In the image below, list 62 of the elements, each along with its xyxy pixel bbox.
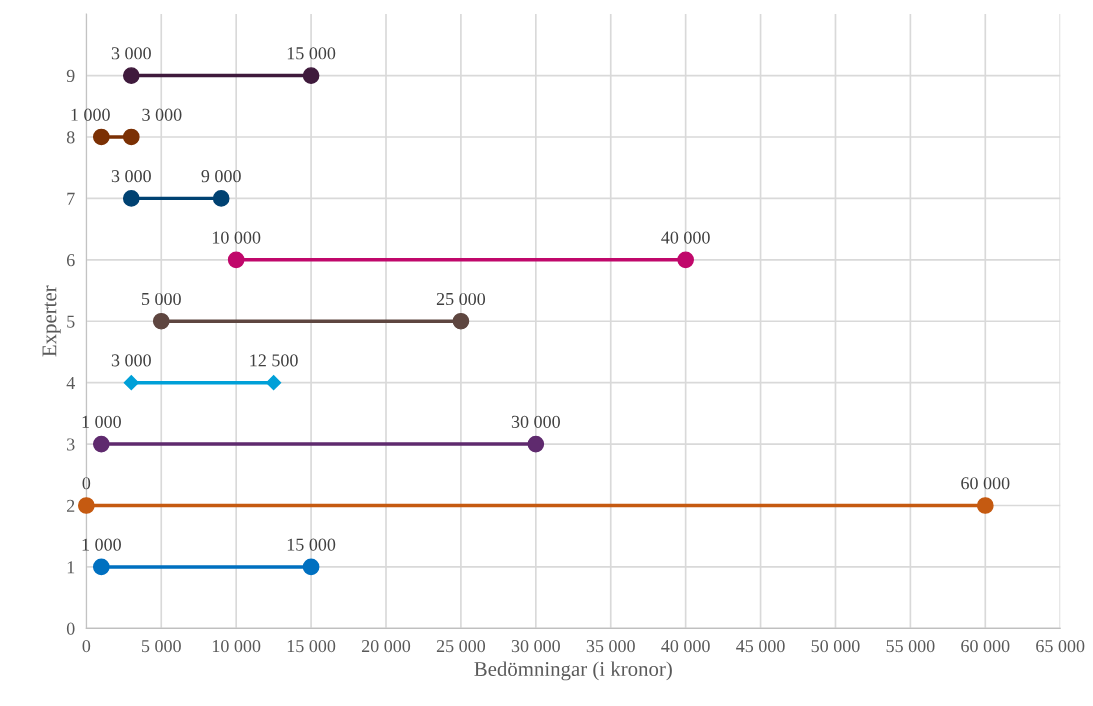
point	[122, 190, 140, 207]
y-tick-label: 9	[66, 69, 75, 82]
point	[302, 558, 320, 576]
annotation: 0	[82, 477, 91, 490]
point	[123, 375, 139, 391]
x-tick-label: 0	[82, 639, 91, 653]
point	[212, 190, 230, 207]
annotation: 1 000	[82, 538, 121, 551]
annotation: 12 500	[250, 354, 298, 367]
annotation: 25 000	[436, 292, 486, 306]
point	[92, 435, 110, 453]
annotation: 15 000	[287, 538, 336, 551]
annotation: 3 000	[111, 354, 151, 367]
point	[227, 251, 245, 269]
y-tick-label: 6	[66, 254, 75, 267]
point	[527, 435, 545, 453]
x-tick-label: 60 000	[961, 639, 1010, 653]
x-tick-label: 35 000	[586, 639, 635, 653]
x-tick-label: 65 000	[1036, 639, 1085, 653]
annotation: 5 000	[142, 292, 181, 306]
y-tick-label: 7	[67, 192, 75, 205]
x-tick-label: 25 000	[436, 639, 486, 653]
annotation: 3 000	[111, 170, 151, 183]
y-axis-title: Experter	[42, 285, 61, 357]
annotation: 10 000	[212, 231, 261, 244]
point	[976, 497, 994, 514]
point	[122, 67, 140, 84]
x-tick-label: 10 000	[212, 639, 261, 653]
x-tick-label: 15 000	[287, 639, 336, 653]
annotation: 60 000	[961, 477, 1010, 490]
point	[78, 497, 95, 514]
y-tick-label: 0	[66, 622, 75, 635]
point	[92, 558, 110, 576]
annotation: 3 000	[142, 108, 182, 121]
x-tick-label: 55 000	[886, 639, 935, 653]
x-tick-label: 50 000	[811, 639, 860, 653]
x-tick-label: 30 000	[511, 639, 560, 653]
x-axis-title: Bedömningar (i kronor)	[474, 661, 672, 681]
x-tick-label: 45 000	[736, 639, 785, 653]
annotation: 3 000	[111, 47, 151, 60]
annotation: 15 000	[287, 47, 336, 60]
point	[266, 375, 282, 391]
y-tick-label: 3	[67, 438, 75, 451]
point	[122, 128, 140, 146]
annotation: 40 000	[661, 231, 710, 244]
annotation: 30 000	[511, 415, 560, 428]
x-tick-label: 20 000	[361, 639, 411, 653]
y-tick-label: 2	[67, 499, 75, 512]
annotation: 1 000	[71, 108, 110, 121]
point	[452, 312, 470, 330]
y-tick-label: 4	[66, 377, 75, 389]
y-tick-label: 8	[66, 131, 75, 144]
y-tick-label: 5	[67, 315, 75, 328]
y-tick-label: 1	[67, 561, 75, 574]
annotation: 1 000	[82, 415, 121, 428]
point	[677, 251, 694, 269]
x-tick-label: 5 000	[142, 639, 181, 653]
point	[302, 67, 320, 84]
point	[92, 128, 110, 146]
annotation: 9 000	[201, 170, 241, 183]
point	[152, 312, 170, 330]
x-tick-label: 40 000	[661, 639, 710, 653]
